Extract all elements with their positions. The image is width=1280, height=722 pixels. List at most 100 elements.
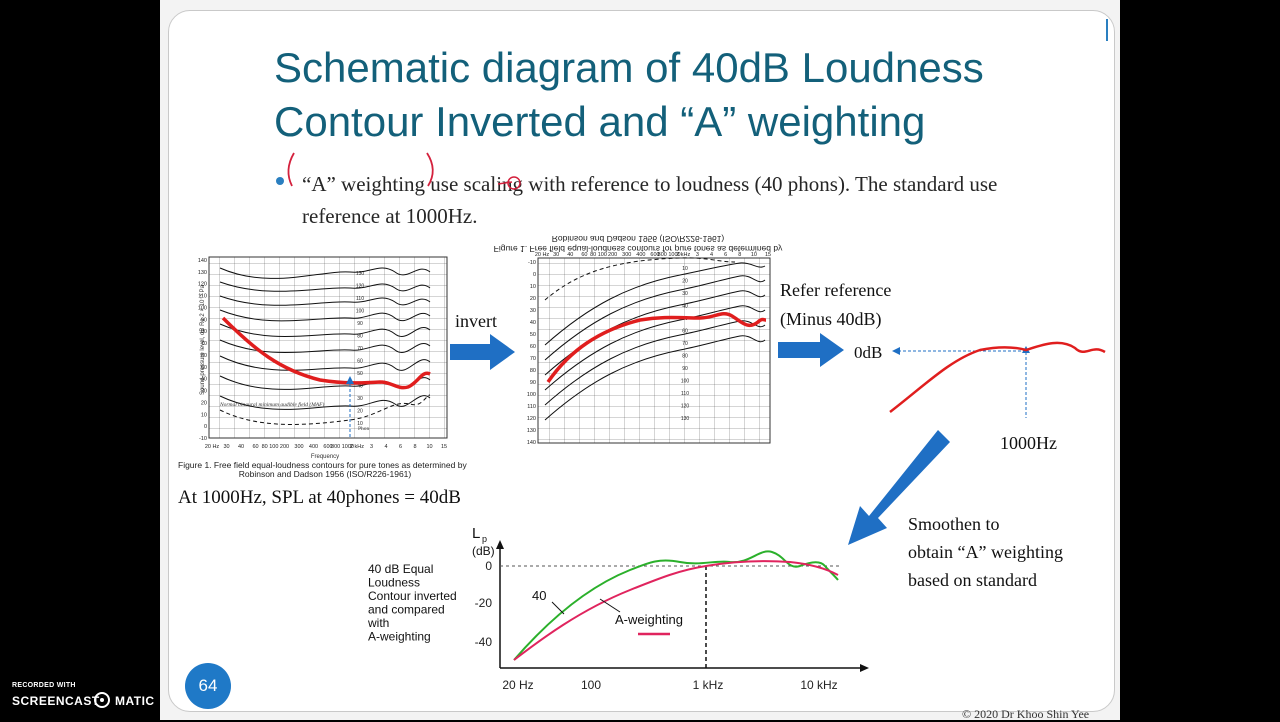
mid-contour-label: 90 xyxy=(682,366,688,372)
mid-x-tick: 2 kHz xyxy=(676,252,690,258)
recorder-watermark: RECORDED WITH SCREENCAST MATIC xyxy=(0,678,160,718)
mid-contour-label: 70 xyxy=(682,341,688,347)
left-y-tick: 130 xyxy=(198,270,207,276)
side-label-line: and compared xyxy=(368,603,445,617)
mid-y-tick: 20 xyxy=(530,296,536,302)
left-figure-y-label: Sound-pressure level, dB Re 2 × 10⁻⁵ Pa xyxy=(199,284,206,395)
left-contour-label: 110 xyxy=(356,296,364,302)
side-label-line: A-weighting xyxy=(368,630,431,644)
left-y-tick: 140 xyxy=(198,258,207,264)
left-x-tick: 4 xyxy=(384,444,387,450)
invert-arrow: invert xyxy=(450,311,515,370)
left-contour-label: 10 xyxy=(357,421,363,427)
left-x-tick: 80 100 xyxy=(262,444,279,450)
left-y-tick: 120 xyxy=(198,282,207,288)
mid-y-tick: 60 xyxy=(530,344,536,350)
left-contour-label: 80 xyxy=(357,334,363,340)
refer-label-line2: (Minus 40dB) xyxy=(780,309,882,330)
mid-x-tick: 300 xyxy=(622,252,631,258)
normalized-curve: 0dB 1000Hz xyxy=(854,341,1106,453)
left-y-tick: -10 xyxy=(199,436,207,442)
left-x-tick: 300 xyxy=(294,444,303,450)
zero-db-label: 0dB xyxy=(854,343,882,362)
left-y-tick: 60 xyxy=(201,353,207,359)
page-number-badge: 64 xyxy=(185,663,231,709)
smoothen-arrow xyxy=(848,430,950,545)
mid-y-tick: -10 xyxy=(528,260,536,266)
mid-x-tick: 60 xyxy=(581,252,587,258)
mid-y-tick: 70 xyxy=(530,356,536,362)
left-x-tick: 200 xyxy=(280,444,289,450)
bottom-y-tick: 0 xyxy=(485,559,492,573)
pen-annotations xyxy=(287,152,521,190)
left-contour-label: 50 xyxy=(357,371,363,377)
left-x-tick: 30 xyxy=(223,444,229,450)
mid-y-tick: 10 xyxy=(530,284,536,290)
mid-x-tick: 10 xyxy=(751,252,757,258)
left-x-tick: 10 xyxy=(426,444,432,450)
y-unit: (dB) xyxy=(472,544,495,558)
mid-y-tick: 110 xyxy=(527,404,536,410)
side-label-line: Contour inverted xyxy=(368,589,457,603)
left-figure-note: At 1000Hz, SPL at 40phones = 40dB xyxy=(178,487,461,508)
mid-contour-label: 10 xyxy=(682,266,688,272)
left-y-tick: 0 xyxy=(204,424,207,430)
bottom-x-ticks: 20 Hz 100 1 kHz 10 kHz xyxy=(502,678,837,692)
left-contour-label: 120 xyxy=(356,284,365,290)
mid-y-tick: 140 xyxy=(527,440,536,446)
copyright-text: © 2020 Dr Khoo Shin Yee xyxy=(962,707,1090,721)
left-y-tick: 30 xyxy=(201,389,207,395)
left-x-tick: 2 kHz xyxy=(350,444,364,450)
refer-label-line1: Refer reference xyxy=(780,280,891,300)
bottom-x-tick: 1 kHz xyxy=(693,678,724,692)
left-x-tick: 800 1000 xyxy=(331,444,354,450)
left-contour-label: 20 xyxy=(357,409,363,415)
curve-40-label: 40 xyxy=(532,588,546,603)
mid-y-tick: 120 xyxy=(527,416,536,422)
mid-y-tick: 80 xyxy=(530,368,536,374)
bottom-x-tick: 20 Hz xyxy=(502,678,533,692)
mid-contour-label: 30 xyxy=(682,291,688,297)
mid-x-tick: 8 xyxy=(738,252,741,258)
mid-y-tick: 30 xyxy=(530,308,536,314)
left-x-tick: 3 xyxy=(370,444,373,450)
mid-y-tick: 0 xyxy=(533,272,536,278)
smoothen-label-line1: Smoothen to xyxy=(908,514,1000,534)
left-y-tick: 80 xyxy=(201,329,207,335)
bottom-y-tick: -40 xyxy=(475,635,493,649)
slide-title: Schematic diagram of 40dB Loudness Conto… xyxy=(274,44,984,145)
mid-figure-caption-line2: Robinson and Dadson 1956 (ISO/R226-1961) xyxy=(552,234,725,244)
smoothen-label-line2: obtain “A” weighting xyxy=(908,542,1063,562)
mid-contour-label: 130 xyxy=(681,416,690,422)
left-contour-label: 60 xyxy=(357,359,363,365)
left-y-tick: 50 xyxy=(201,365,207,371)
mid-y-tick: 40 xyxy=(530,320,536,326)
side-label-line: with xyxy=(367,616,389,630)
inverted-contour-figure: -10 0 10 20 30 40 50 60 70 80 90 100 110 120 130 140 20… xyxy=(494,234,783,446)
left-y-tick: 40 xyxy=(201,377,207,383)
mid-contour-label: 60 xyxy=(682,329,688,335)
slide-corner-decoration xyxy=(1090,19,1108,41)
left-x-tick: 600 xyxy=(323,444,332,450)
bottom-y-ticks: 0 -20 -40 xyxy=(475,559,493,649)
y-unit-sub: p xyxy=(482,534,487,544)
recorder-line1: RECORDED WITH xyxy=(12,682,76,689)
mid-contour-label: 120 xyxy=(681,404,690,410)
recorder-brand-right: MATIC xyxy=(115,694,155,708)
bottom-x-tick: 10 kHz xyxy=(800,678,837,692)
mid-figure-mirrored-caption: Robinson and Dadson 1956 (ISO/R226-1961)… xyxy=(494,234,783,254)
left-x-tick: 400 xyxy=(309,444,318,450)
y-unit-letter: L xyxy=(472,525,480,542)
bottom-x-tick: 100 xyxy=(581,678,601,692)
mid-y-tick: 50 xyxy=(530,332,536,338)
mid-x-tick: 30 xyxy=(553,252,559,258)
frequency-label: 1000Hz xyxy=(1000,433,1057,453)
mid-contour-label: 110 xyxy=(681,391,689,397)
left-x-tick: 60 xyxy=(252,444,258,450)
mid-x-tick: 200 xyxy=(608,252,617,258)
bullet-text: “A” weighting use scaling with reference… xyxy=(302,172,998,228)
